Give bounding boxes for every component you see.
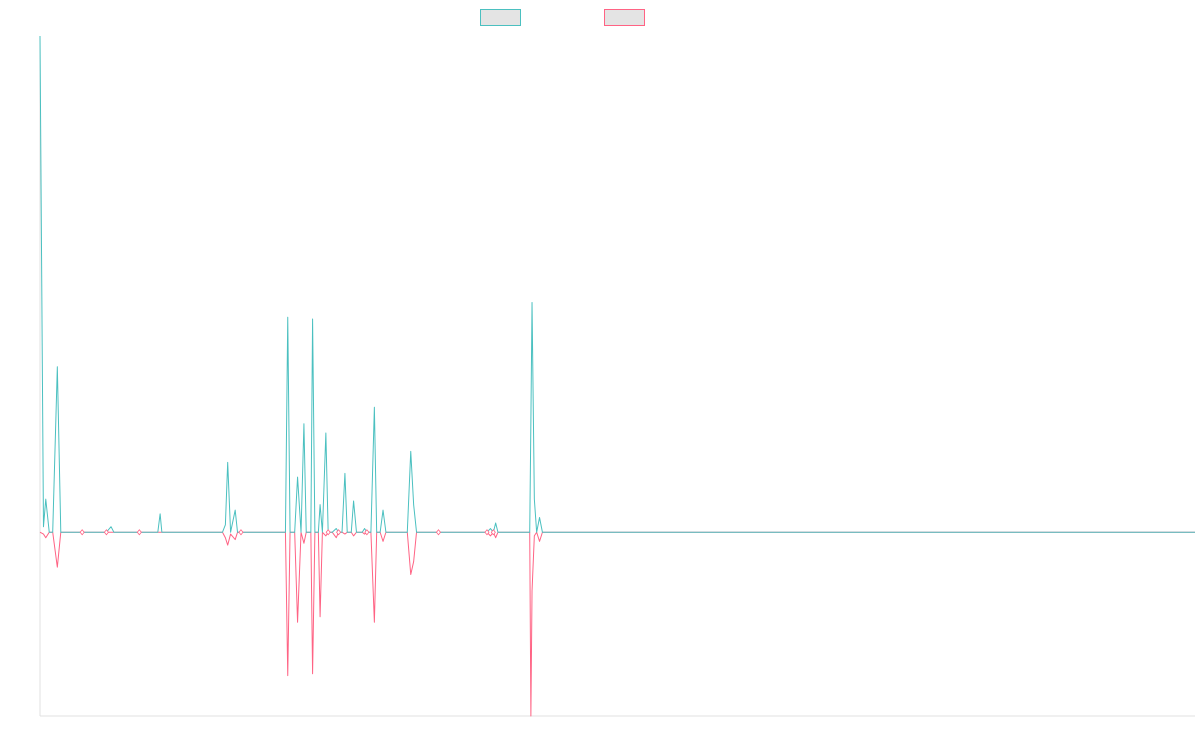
point-markers <box>79 529 496 536</box>
series-line-a <box>39 35 1195 533</box>
data-point <box>238 529 244 536</box>
data-point <box>103 529 109 536</box>
legend-swatch-b[interactable] <box>604 9 645 26</box>
axes <box>39 36 1195 717</box>
data-point <box>325 529 331 536</box>
legend-swatch-a[interactable] <box>480 9 521 26</box>
data-point <box>484 529 490 536</box>
data-point <box>336 529 342 536</box>
data-point <box>435 529 441 536</box>
data-point <box>79 529 85 536</box>
series-line-b <box>39 531 1195 717</box>
data-point <box>490 529 496 536</box>
legend[interactable] <box>480 9 645 26</box>
series-layer <box>39 35 1195 717</box>
data-point <box>364 529 370 536</box>
data-point <box>136 529 142 536</box>
